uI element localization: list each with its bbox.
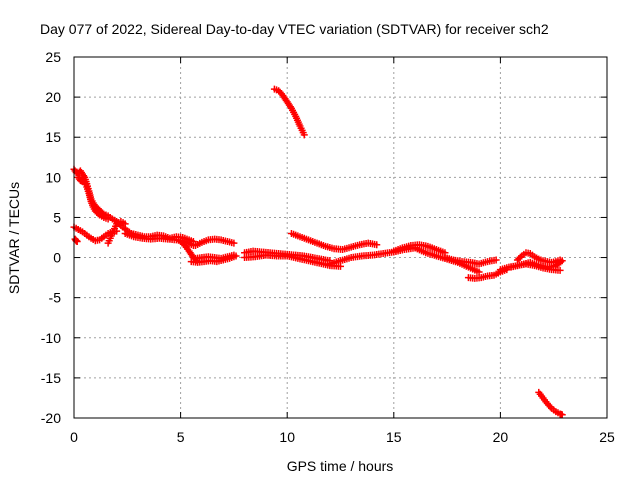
data-point (556, 266, 564, 274)
data-point (516, 253, 524, 261)
data-point (475, 268, 483, 276)
series-arc-20 (464, 266, 511, 282)
data-point (104, 215, 112, 223)
data-point (73, 238, 81, 246)
y-tick-label-10: 10 (45, 169, 61, 185)
x-tick-label-25: 25 (599, 429, 615, 445)
y-tick-label--5: -5 (49, 290, 62, 306)
series-arc-24 (535, 388, 566, 419)
x-tick-label-10: 10 (279, 429, 295, 445)
series-arc-15 (287, 229, 381, 254)
plot-frame (73, 56, 608, 419)
series-arc-3 (70, 223, 121, 245)
series-arc-5 (104, 217, 129, 247)
x-tick-label-15: 15 (386, 429, 402, 445)
data-point (94, 210, 102, 218)
series-arc-11 (192, 251, 238, 262)
x-tick-label-20: 20 (493, 429, 509, 445)
series-arc-4 (71, 235, 81, 246)
y-tick-label-20: 20 (45, 89, 61, 105)
data-point (492, 256, 500, 264)
y-tick-label-5: 5 (53, 209, 61, 225)
x-tick-label-5: 5 (177, 429, 185, 445)
grid-lines (74, 57, 607, 418)
y-tick-label-15: 15 (45, 129, 61, 145)
y-tick-label--10: -10 (41, 330, 61, 346)
series-arc-2 (74, 173, 112, 223)
data-point (230, 239, 238, 247)
y-tick-label--20: -20 (41, 410, 61, 426)
y-tick-label-0: 0 (53, 250, 61, 266)
data-points (70, 85, 566, 419)
data-point (230, 251, 238, 259)
series-arc-19 (441, 254, 500, 268)
data-point (373, 241, 381, 249)
y-tick-label-25: 25 (45, 49, 61, 65)
data-point (558, 411, 566, 419)
data-point (300, 131, 308, 139)
series-arc-7 (121, 229, 197, 250)
y-tick-label--15: -15 (41, 370, 61, 386)
series-arc-14 (270, 85, 308, 139)
x-axis-label: GPS time / hours (287, 458, 394, 474)
tick-labels: 0 5 10 15 20 25 -20 -15 -10 -5 0 5 10 15 20 25 (41, 49, 615, 445)
axis-ticks (73, 56, 608, 419)
y-axis-label: SDTVAR / TECUs (6, 182, 22, 294)
chart-title: Day 077 of 2022, Sidereal Day-to-day VTE… (40, 21, 549, 37)
x-tick-label-0: 0 (70, 429, 78, 445)
series-arc-9 (192, 235, 238, 250)
data-point (556, 256, 564, 264)
series-arc-17 (390, 241, 449, 257)
series-arc-23 (513, 249, 564, 266)
